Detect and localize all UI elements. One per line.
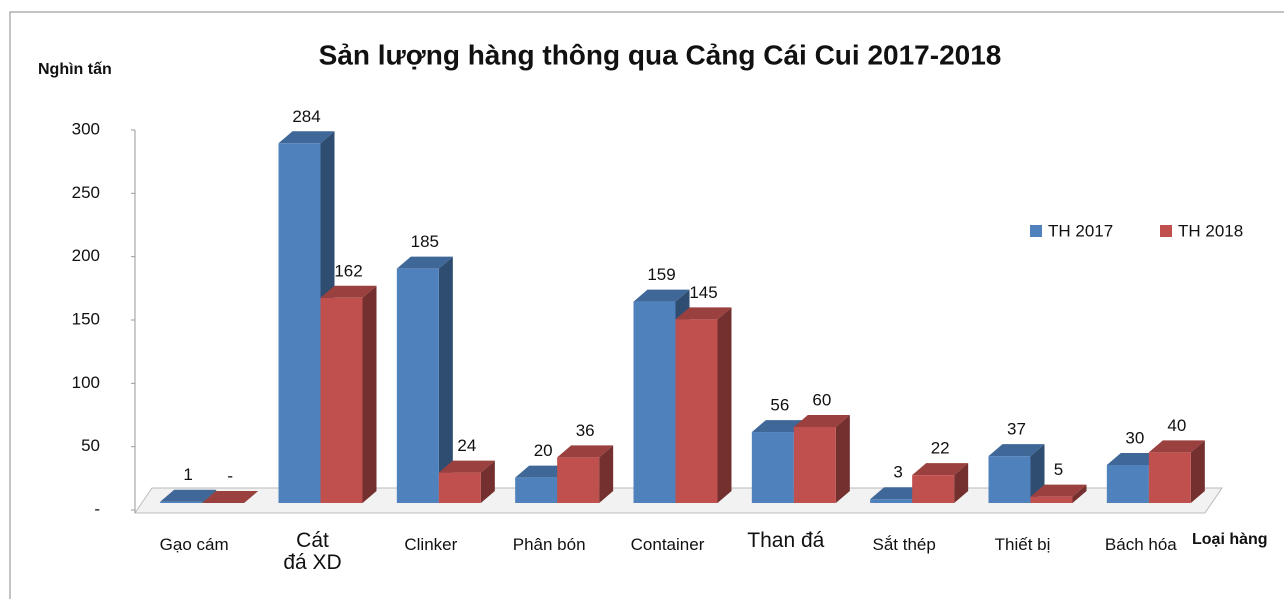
x-tick-label: Clinker	[404, 535, 458, 554]
bar-side	[954, 463, 969, 503]
legend-swatch	[1160, 225, 1172, 237]
bar-top	[1030, 484, 1087, 497]
legend-label: TH 2018	[1178, 221, 1243, 240]
data-label: 185	[411, 232, 439, 251]
bar	[160, 489, 217, 503]
bar-side	[202, 489, 217, 503]
data-label: 3	[893, 463, 902, 482]
data-label: 20	[534, 441, 553, 460]
y-tick-label: 300	[72, 119, 100, 138]
bar	[202, 491, 259, 503]
data-label: 162	[334, 261, 362, 280]
bar-side	[599, 445, 614, 503]
bar-top	[988, 444, 1045, 457]
chart-title: Sản lượng hàng thông qua Cảng Cái Cui 20…	[319, 39, 1002, 70]
data-label: 284	[292, 107, 320, 126]
bar-front	[633, 301, 676, 503]
y-tick-label: 250	[72, 183, 100, 202]
bar-side	[480, 460, 495, 503]
data-label: 36	[576, 421, 595, 440]
bar-front	[320, 297, 363, 503]
data-label: 37	[1007, 420, 1026, 439]
data-label: 60	[812, 390, 831, 409]
y-tick-label: 200	[72, 246, 100, 265]
bar-front	[870, 499, 913, 503]
data-label: 24	[457, 436, 476, 455]
bar-front	[988, 456, 1031, 503]
x-tick-label: Thiết bị	[994, 535, 1051, 554]
bar	[320, 285, 377, 503]
bar	[438, 460, 495, 503]
bar-top	[438, 460, 495, 473]
bar-top	[396, 256, 453, 269]
x-tick-label: Cát đá XD	[283, 529, 342, 574]
x-tick-label: Than đá	[747, 529, 825, 552]
bar-front	[278, 143, 321, 503]
bar-front	[1148, 452, 1191, 503]
x-tick-label: Sắt thép	[872, 535, 936, 554]
data-label: -	[227, 466, 233, 485]
bar-front	[515, 477, 558, 503]
bar-top	[202, 491, 259, 503]
data-label: 56	[770, 396, 789, 415]
data-label: 159	[647, 265, 675, 284]
bar	[675, 307, 732, 503]
y-tick-label: 50	[81, 436, 100, 455]
data-label: 30	[1125, 428, 1144, 447]
bar-front	[396, 268, 439, 503]
bar-front	[675, 319, 718, 503]
bar-front	[1030, 496, 1073, 503]
data-label: 22	[931, 439, 950, 458]
bar	[912, 463, 969, 503]
x-tick-label: Bách hóa	[1104, 535, 1177, 554]
bar-side	[362, 285, 377, 503]
bar-top	[633, 289, 690, 302]
bar-top	[160, 489, 217, 502]
x-tick-label: Phân bón	[512, 535, 586, 554]
chart-frame	[9, 11, 1284, 599]
legend-swatch	[1030, 225, 1042, 237]
x-tick-label: Gạo cám	[159, 535, 229, 554]
bar-front	[793, 427, 836, 503]
data-label: 1	[183, 465, 192, 484]
data-label: 5	[1054, 460, 1063, 479]
bar-top	[793, 415, 850, 427]
y-tick-label: 150	[72, 309, 100, 328]
data-label: 145	[689, 283, 717, 302]
bar-side	[438, 256, 453, 503]
legend-label: TH 2017	[1048, 221, 1113, 240]
x-axis-label: Loại hàng	[1192, 531, 1268, 548]
bar-front	[1106, 465, 1149, 503]
bar-top	[557, 445, 614, 458]
data-label: 40	[1167, 416, 1186, 435]
bar	[1148, 440, 1205, 503]
bar	[557, 445, 614, 503]
bar-front	[438, 472, 481, 503]
bar-side	[1190, 440, 1205, 503]
bar-top	[912, 463, 969, 476]
bar-front	[160, 501, 203, 503]
bar-top	[278, 131, 335, 144]
bar-front	[912, 475, 955, 503]
bar	[1030, 484, 1087, 503]
y-tick-label: 100	[72, 373, 100, 392]
bar-side	[835, 415, 850, 503]
y-tick-label: -	[94, 499, 100, 518]
bar	[793, 415, 850, 503]
x-tick-label: Container	[630, 535, 705, 554]
bar-top	[675, 307, 732, 320]
bar-top	[320, 285, 377, 298]
bar-side	[1072, 484, 1087, 503]
bar-front	[751, 432, 794, 503]
bar-front	[557, 457, 600, 503]
y-axis-label: Nghìn tấn	[38, 61, 112, 78]
bar-side	[717, 307, 732, 503]
bar	[396, 256, 453, 503]
bar-top	[1148, 440, 1205, 453]
